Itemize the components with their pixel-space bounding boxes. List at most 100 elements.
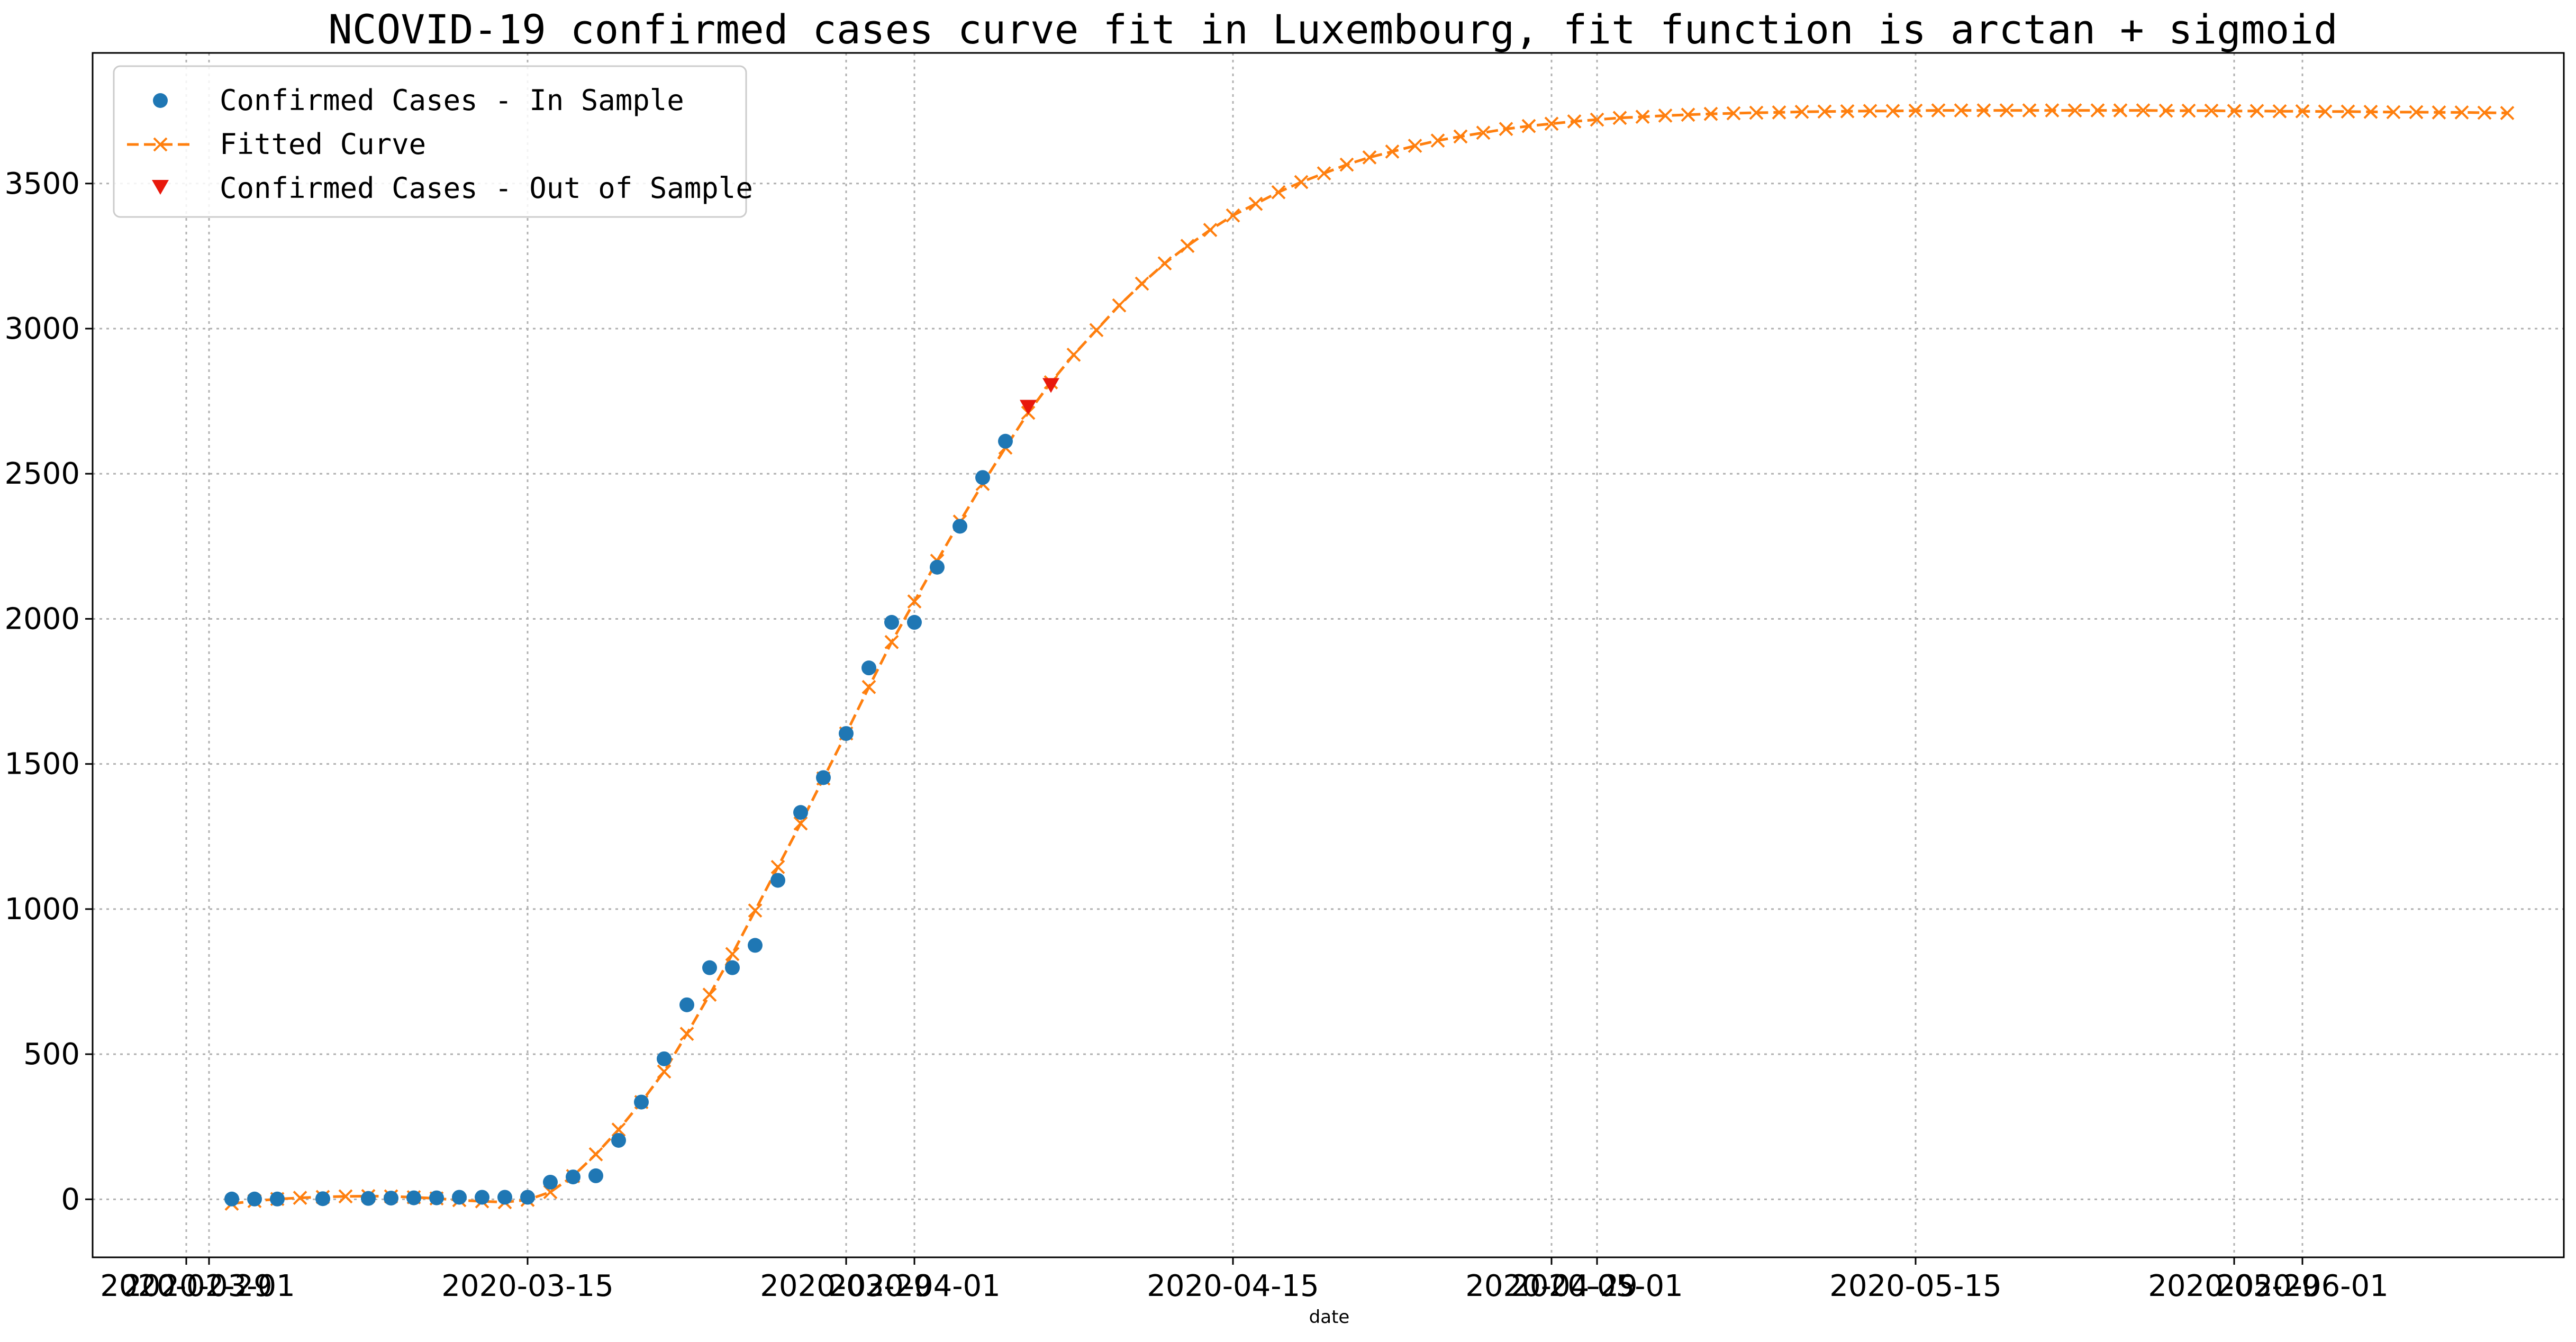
in-sample-point xyxy=(657,1051,672,1066)
x-tick-label: 2020-02-29 xyxy=(100,1269,272,1303)
in-sample-point xyxy=(247,1191,262,1207)
legend: Confirmed Cases - In Sample Fitted Curve… xyxy=(113,65,753,218)
x-tick-label: 2020-06-01 xyxy=(2216,1269,2388,1303)
in-sample-point xyxy=(702,960,717,975)
x-tick-label: 2020-03-15 xyxy=(441,1269,613,1303)
fitted-curve-point xyxy=(1681,107,1695,122)
in-sample-point xyxy=(748,938,763,953)
in-sample-point xyxy=(520,1190,535,1205)
in-sample-point xyxy=(634,1094,649,1110)
out-of-sample-point xyxy=(1020,400,1037,415)
fitted-curve-point xyxy=(770,859,785,874)
fitted-curve-point xyxy=(2500,106,2515,120)
in-sample-point xyxy=(315,1191,330,1207)
in-sample-point xyxy=(861,660,876,676)
fitted-curve-point xyxy=(1658,108,1673,123)
fitted-curve-point xyxy=(861,679,876,694)
legend-marker-in-sample xyxy=(153,93,168,108)
y-tick-label: 2500 xyxy=(4,457,80,491)
fitted-curve-point xyxy=(1567,114,1582,129)
out-of-sample-point xyxy=(1042,378,1059,393)
fitted-curve-point xyxy=(611,1122,626,1137)
fitted-curve-point xyxy=(1408,139,1422,153)
in-sample-point xyxy=(884,615,899,630)
legend-box xyxy=(113,65,747,218)
in-sample-point xyxy=(361,1191,376,1206)
fitted-curve-point xyxy=(702,987,717,1002)
fitted-curve-point xyxy=(1180,239,1195,253)
in-sample-point xyxy=(816,770,831,785)
in-sample-point xyxy=(452,1190,467,1205)
y-tick-label: 1500 xyxy=(4,747,80,782)
in-sample-point xyxy=(930,559,945,575)
fitted-curve-point xyxy=(1908,103,1923,118)
fitted-curve-point xyxy=(1317,166,1331,181)
in-sample-point xyxy=(907,615,922,630)
fitted-curve-point xyxy=(2090,103,2105,118)
fitted-curve-point xyxy=(907,594,922,609)
fitted-curve-point xyxy=(725,947,740,962)
fitted-curve-point xyxy=(1157,256,1172,271)
in-sample-point xyxy=(384,1191,398,1206)
legend-marker-fitted xyxy=(153,137,168,152)
fitted-curve-point xyxy=(884,634,899,649)
fitted-curve-point xyxy=(2454,105,2469,120)
chart-title: NCOVID-19 confirmed cases curve fit in L… xyxy=(328,6,2338,53)
fitted-curve-point xyxy=(1772,105,1786,120)
fitted-curve-point xyxy=(2386,105,2401,120)
fitted-curve-point xyxy=(793,816,808,831)
fitted-curve-point xyxy=(1135,276,1149,291)
in-sample-point xyxy=(406,1190,421,1205)
fitted-curve-point xyxy=(2409,105,2424,120)
fitted-curve-point xyxy=(2045,103,2060,118)
in-sample-point xyxy=(611,1132,626,1148)
in-sample-point xyxy=(475,1190,489,1205)
y-tick-label: 3500 xyxy=(4,167,80,201)
in-sample-point xyxy=(429,1190,444,1205)
legend-label-in-sample: Confirmed Cases - In Sample xyxy=(220,84,684,117)
fitted-curve-point xyxy=(338,1189,353,1204)
fitted-curve-point xyxy=(1590,112,1604,127)
in-sample-point xyxy=(679,997,694,1012)
fitted-curve-point xyxy=(1248,196,1263,211)
in-sample-point xyxy=(953,519,967,534)
x-tick-label: 2020-03-01 xyxy=(123,1269,295,1303)
plot-series xyxy=(224,103,2515,1211)
in-sample-point xyxy=(770,873,785,888)
fitted-curve-point xyxy=(1840,104,1855,119)
y-tick-label: 1000 xyxy=(4,892,80,927)
fitted-curve-point xyxy=(1066,347,1081,362)
legend-label-out-of-sample: Confirmed Cases - Out of Sample xyxy=(220,171,753,205)
legend-marker-out-of-sample xyxy=(152,180,169,195)
in-sample-point xyxy=(793,805,808,820)
fitted-curve-point xyxy=(679,1027,694,1041)
y-tick-label: 0 xyxy=(61,1182,80,1217)
legend-label-fitted: Fitted Curve xyxy=(220,128,426,161)
fitted-curve-point xyxy=(1931,103,1946,118)
fitted-curve-point xyxy=(1544,116,1559,131)
fitted-curve-point xyxy=(1430,133,1445,148)
in-sample-point xyxy=(588,1168,603,1183)
fitted-curve-point xyxy=(2227,104,2242,119)
x-tick-label: 2020-05-15 xyxy=(1829,1269,2001,1303)
x-tick-label: 2020-04-29 xyxy=(1465,1269,1637,1303)
y-tick-label: 2000 xyxy=(4,602,80,636)
fitted-curve-point xyxy=(1203,223,1218,237)
fitted-curve-point xyxy=(1817,104,1832,119)
fitted-curve-point xyxy=(2204,103,2219,118)
fitted-curve-point xyxy=(1726,106,1741,121)
fitted-curve-point xyxy=(1453,129,1468,144)
fitted-curve-point xyxy=(2136,103,2151,118)
fitted-curve-point xyxy=(293,1191,307,1205)
fitted-curve-point xyxy=(1635,110,1650,124)
fitted-curve-point xyxy=(748,903,763,918)
axis-ticks: 05001000150020002500300035002020-02-2920… xyxy=(4,167,2388,1303)
fitted-curve-point xyxy=(657,1064,672,1079)
fitted-curve-point xyxy=(2158,103,2173,118)
fitted-curve-point xyxy=(1294,175,1309,189)
fitted-curve-point xyxy=(1999,103,2014,118)
fitted-curve-point xyxy=(1339,157,1354,172)
x-axis-label: date xyxy=(1309,1307,1350,1328)
